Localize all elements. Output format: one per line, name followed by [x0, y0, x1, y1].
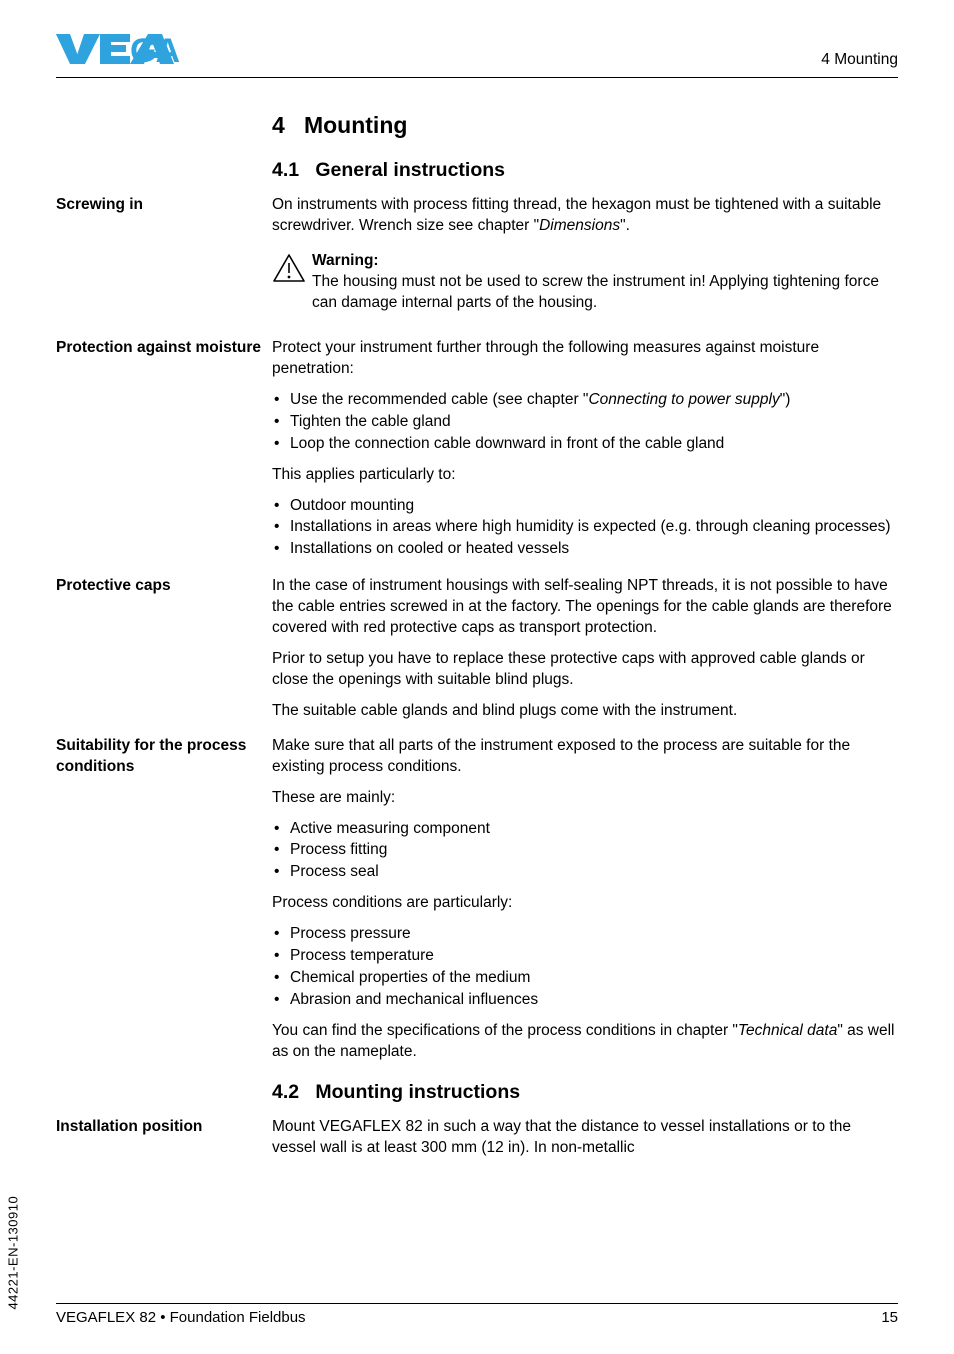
svg-text:GA: GA — [130, 32, 179, 66]
suit-p2: These are mainly: — [272, 788, 898, 809]
list-item: Outdoor mounting — [272, 496, 898, 517]
warning-label: Warning: — [312, 252, 379, 269]
list-item: Tighten the cable gland — [272, 412, 898, 433]
footer-page-number: 15 — [881, 1308, 898, 1328]
list-item: Installations on cooled or heated vessel… — [272, 539, 898, 560]
header-section-label: 4 Mounting — [821, 50, 898, 71]
suit-list-1: Active measuring component Process fitti… — [272, 819, 898, 884]
moisture-list-1: Use the recommended cable (see chapter "… — [272, 390, 898, 455]
vega-logo-overlay: GA — [56, 32, 186, 66]
screwing-p1: On instruments with process fitting thre… — [272, 195, 898, 237]
suit-p4: You can find the specifications of the p… — [272, 1021, 898, 1063]
list-item: Process pressure — [272, 924, 898, 945]
caps-p2: Prior to setup you have to replace these… — [272, 649, 898, 691]
list-item: Use the recommended cable (see chapter "… — [272, 390, 898, 411]
side-installation: Installation position — [56, 1117, 262, 1138]
warning-block: Warning: The housing must not be used to… — [272, 251, 898, 324]
doc-id-vertical: 44221-EN-130910 — [4, 1196, 22, 1310]
sub2-title: Mounting instructions — [315, 1081, 520, 1103]
subsection-4-1: 4.1 General instructions — [272, 157, 898, 183]
sub1-number: 4.1 — [272, 159, 299, 181]
list-item: Abrasion and mechanical influences — [272, 990, 898, 1011]
list-item: Process seal — [272, 862, 898, 883]
page-footer: VEGAFLEX 82 • Foundation Fieldbus 15 — [56, 1303, 898, 1328]
page-content: 4 Mounting 4.1 General instructions Scre… — [56, 110, 898, 1163]
list-item: Loop the connection cable downward in fr… — [272, 434, 898, 455]
install-p1: Mount VEGAFLEX 82 in such a way that the… — [272, 1117, 898, 1159]
suit-p3: Process conditions are particularly: — [272, 893, 898, 914]
section-heading: 4 Mounting — [272, 110, 898, 141]
section-title: Mounting — [304, 112, 407, 138]
moisture-p2: This applies particularly to: — [272, 465, 898, 486]
footer-left: VEGAFLEX 82 • Foundation Fieldbus — [56, 1308, 306, 1328]
moisture-list-2: Outdoor mounting Installations in areas … — [272, 496, 898, 561]
side-moisture: Protection against moisture — [56, 338, 262, 359]
side-caps: Protective caps — [56, 576, 262, 597]
side-screwing-in: Screwing in — [56, 195, 262, 216]
list-item: Installations in areas where high humidi… — [272, 517, 898, 538]
suit-p1: Make sure that all parts of the instrume… — [272, 736, 898, 778]
caps-p3: The suitable cable glands and blind plug… — [272, 701, 898, 722]
list-item: Chemical properties of the medium — [272, 968, 898, 989]
section-number: 4 — [272, 112, 285, 138]
warning-icon — [272, 251, 312, 290]
suit-list-2: Process pressure Process temperature Che… — [272, 924, 898, 1011]
page-header: GA 4 Mounting — [56, 30, 898, 78]
subsection-4-2: 4.2 Mounting instructions — [272, 1079, 898, 1105]
sub2-number: 4.2 — [272, 1081, 299, 1103]
sub1-title: General instructions — [315, 159, 505, 181]
list-item: Active measuring component — [272, 819, 898, 840]
vega-logo: GA — [56, 32, 186, 73]
caps-p1: In the case of instrument housings with … — [272, 576, 898, 639]
list-item: Process temperature — [272, 946, 898, 967]
list-item: Process fitting — [272, 840, 898, 861]
moisture-p1: Protect your instrument further through … — [272, 338, 898, 380]
warning-text: The housing must not be used to screw th… — [312, 272, 898, 314]
side-suitability: Suitability for the process conditions — [56, 736, 262, 778]
